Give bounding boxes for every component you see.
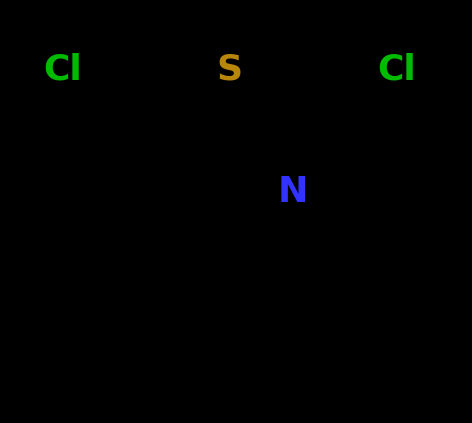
Text: S: S [217,53,243,87]
Text: Cl: Cl [378,53,416,87]
Text: Cl: Cl [43,53,82,87]
Text: N: N [278,176,308,209]
